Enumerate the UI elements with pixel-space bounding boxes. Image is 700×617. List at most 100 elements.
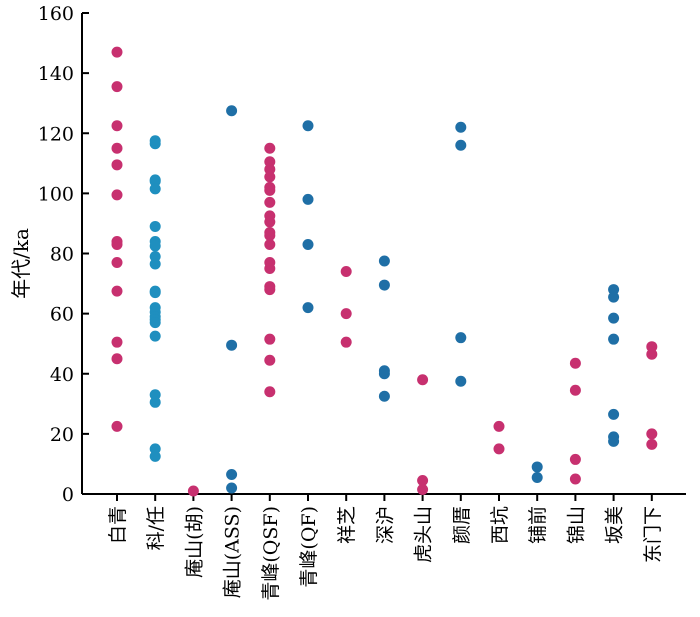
data-point	[149, 330, 161, 342]
data-point	[264, 229, 276, 241]
data-point	[302, 302, 314, 314]
data-point	[302, 193, 314, 205]
data-point	[493, 420, 505, 432]
data-point	[608, 284, 620, 296]
data-point	[264, 156, 276, 168]
data-point	[646, 348, 658, 360]
x-category-label: 祥芝	[336, 506, 358, 544]
data-point	[111, 120, 123, 132]
y-tick-label: 120	[38, 123, 74, 145]
data-point	[149, 287, 161, 299]
y-tick-label: 60	[50, 304, 74, 326]
data-point	[226, 339, 238, 351]
x-category-label: 铺前	[527, 506, 549, 544]
data-point	[226, 105, 238, 117]
x-category-label: 青峰(QF)	[298, 506, 320, 588]
data-point	[149, 317, 161, 329]
data-point	[111, 285, 123, 297]
data-point	[378, 255, 390, 267]
data-point	[264, 284, 276, 296]
data-point	[340, 308, 352, 320]
x-category-label: 西坑	[489, 506, 511, 544]
x-category-label: 锦山	[565, 506, 587, 544]
data-point	[111, 189, 123, 201]
data-point	[149, 240, 161, 252]
data-point	[302, 120, 314, 132]
data-point	[111, 142, 123, 154]
data-point	[149, 251, 161, 263]
data-point	[149, 443, 161, 455]
data-point	[111, 420, 123, 432]
data-point	[608, 333, 620, 345]
data-point	[149, 175, 161, 187]
data-point	[149, 389, 161, 401]
data-point	[417, 483, 429, 495]
y-tick-label: 80	[50, 244, 74, 266]
y-tick-label: 100	[38, 183, 74, 205]
data-point	[417, 474, 429, 486]
data-point	[455, 332, 467, 344]
data-point	[417, 374, 429, 386]
data-point	[149, 450, 161, 462]
data-point	[340, 266, 352, 278]
x-ticks: 白青 科/任 庵山(胡) 庵山(ASS) 青峰(QSF) 青峰(QF) 祥芝 深沪 虎头山 颜厝西…	[107, 494, 664, 601]
data-point	[264, 333, 276, 345]
data-point	[226, 468, 238, 480]
data-point	[569, 453, 581, 465]
data-point	[302, 238, 314, 250]
data-point	[111, 159, 123, 171]
data-point	[531, 461, 543, 473]
data-point	[111, 353, 123, 365]
data-point	[378, 390, 390, 402]
x-category-label: 深沪	[374, 506, 396, 544]
data-point	[264, 142, 276, 154]
data-point	[531, 471, 543, 483]
x-category-label: 东门下	[642, 506, 664, 563]
y-tick-label: 0	[62, 484, 74, 506]
data-point	[455, 139, 467, 151]
x-category-label: 庵山(ASS)	[222, 506, 244, 598]
x-category-label: 科/任	[145, 506, 167, 550]
data-point	[111, 238, 123, 250]
data-point	[608, 408, 620, 420]
data-point	[378, 368, 390, 380]
x-category-label: 颜厝	[451, 506, 473, 544]
data-point	[264, 354, 276, 366]
y-tick-label: 40	[50, 364, 74, 386]
data-points	[111, 46, 658, 497]
y-axis-title: 年代/ka	[9, 228, 33, 299]
data-point	[111, 46, 123, 58]
axes	[81, 13, 686, 495]
data-point	[455, 375, 467, 387]
data-point	[149, 220, 161, 232]
data-point	[646, 438, 658, 450]
data-point	[264, 163, 276, 175]
data-point	[455, 121, 467, 133]
data-point	[149, 396, 161, 408]
data-point	[149, 138, 161, 150]
y-ticks: 0 20 40 60 80 100 120 140 160	[38, 3, 89, 506]
data-point	[264, 184, 276, 196]
data-point	[569, 357, 581, 369]
y-tick-label: 140	[38, 63, 74, 85]
data-point	[226, 482, 238, 494]
data-point	[149, 258, 161, 270]
data-point	[111, 81, 123, 93]
data-point	[264, 171, 276, 183]
x-category-label: 虎头山	[413, 506, 435, 563]
x-category-label: 庵山(胡)	[183, 506, 205, 578]
y-tick-label: 20	[50, 424, 74, 446]
data-point	[608, 435, 620, 447]
x-category-label: 白青	[107, 506, 129, 544]
data-point	[264, 196, 276, 208]
data-point	[264, 238, 276, 250]
data-point	[340, 336, 352, 348]
data-point	[187, 485, 199, 497]
x-category-label: 青峰(QSF)	[260, 506, 282, 601]
data-point	[569, 384, 581, 396]
data-point	[264, 386, 276, 398]
data-point	[608, 291, 620, 303]
data-point	[264, 216, 276, 228]
y-tick-label: 160	[38, 3, 74, 25]
